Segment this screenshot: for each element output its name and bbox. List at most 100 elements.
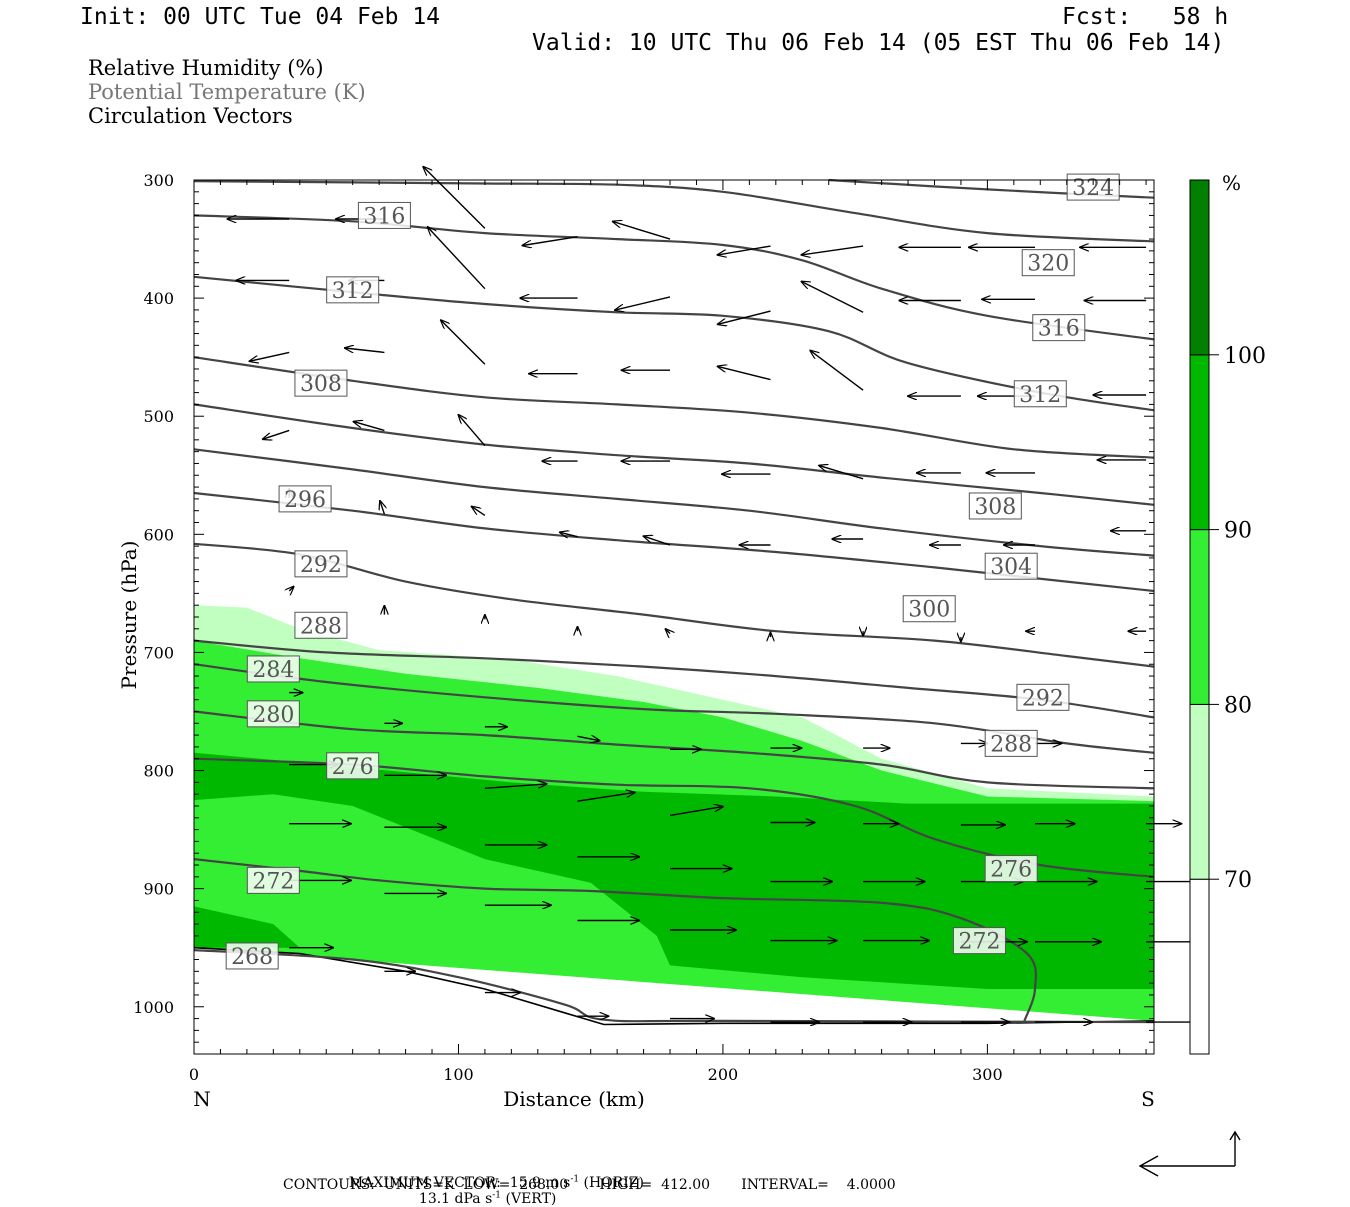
contour-label: 288 <box>300 614 342 639</box>
contour-label-box <box>357 201 411 229</box>
contour-label: 312 <box>332 279 374 304</box>
circulation-vector <box>441 320 486 365</box>
x-end-label-south: S <box>1141 1087 1155 1111</box>
max-vector-horiz: MAXIMUM VECTOR: 15.9 m s-1 (HORIZ) <box>348 1174 644 1191</box>
y-tick-label: 400 <box>143 289 174 308</box>
legend-theta: Potential Temperature (K) <box>88 80 366 104</box>
circulation-vector <box>423 167 486 229</box>
contour-label: 276 <box>990 858 1032 883</box>
contour-label: 284 <box>252 658 294 683</box>
colorbar-segment <box>1189 529 1210 705</box>
colorbar-segment <box>1189 878 1210 1055</box>
circulation-vector <box>380 501 384 515</box>
contour-label-box <box>1013 380 1067 408</box>
circulation-vector <box>459 415 486 447</box>
circulation-vector <box>577 736 600 740</box>
contour-label-box <box>902 595 956 623</box>
x-tick-label: 300 <box>972 1065 1003 1084</box>
theta-contour-308 <box>193 356 1155 459</box>
circulation-vector <box>560 532 578 536</box>
y-tick-label: 300 <box>143 171 174 190</box>
contour-label: 312 <box>1019 383 1061 408</box>
y-tick-label: 600 <box>143 525 174 544</box>
x-tick-label: 0 <box>189 1065 199 1084</box>
contour-label: 268 <box>231 945 273 970</box>
theta-contour-268 <box>193 949 1155 1024</box>
circulation-vector <box>428 227 486 290</box>
circulation-vector <box>615 296 671 310</box>
circulation-vector <box>644 536 671 546</box>
contour-label: 276 <box>332 755 374 780</box>
circulation-vector <box>718 310 771 324</box>
y-tick-label: 900 <box>143 880 174 899</box>
contour-label: 292 <box>1022 686 1064 711</box>
circulation-vector <box>289 587 293 591</box>
y-axis-label: Pressure (hPa) <box>117 541 141 690</box>
circulation-vector <box>669 807 723 817</box>
contour-label: 316 <box>363 204 405 229</box>
theta-contour-272 <box>193 858 1038 1022</box>
colorbar-segment <box>1189 179 1210 356</box>
circulation-vector <box>472 507 486 516</box>
contour-label: 280 <box>252 703 294 728</box>
circulation-vector <box>484 784 547 789</box>
rh-90-100-fill-low <box>194 906 300 948</box>
circulation-vector <box>802 282 864 313</box>
init-time: Init: 00 UTC Tue 04 Feb 14 <box>80 4 441 30</box>
contour-label-box <box>294 611 348 639</box>
colorbar-level-label: 90 <box>1224 519 1252 544</box>
circulation-vector <box>263 429 290 439</box>
circulation-vector <box>613 222 671 240</box>
max-vector-info: MAXIMUM VECTOR: 15.9 m s-1 (HORIZ) 13.1 … <box>340 1158 644 1207</box>
contour-label-box <box>1066 173 1120 201</box>
y-tick-label: 800 <box>143 762 174 781</box>
forecast-hour: Fcst: 58 h <box>1062 4 1229 30</box>
contour-label: 272 <box>958 930 1000 955</box>
contour-label-box <box>225 942 279 970</box>
circulation-vector <box>819 466 864 480</box>
contour-label-box <box>1021 249 1075 277</box>
contour-label-box <box>246 866 300 894</box>
colorbar-unit: % <box>1222 171 1241 195</box>
legend-rh: Relative Humidity (%) <box>88 56 324 80</box>
contour-label-box <box>246 655 300 683</box>
rh-90-100-fill <box>194 752 1154 989</box>
circulation-vector <box>345 348 385 354</box>
terrain-line <box>193 946 1155 1026</box>
legend-vectors: Circulation Vectors <box>88 104 293 128</box>
contour-label-box <box>294 550 348 578</box>
circulation-vector <box>810 351 864 391</box>
x-tick-label: 200 <box>708 1065 739 1084</box>
colorbar-level-label: 80 <box>1224 693 1252 718</box>
circulation-vector <box>577 792 635 802</box>
contour-label-box <box>952 927 1006 955</box>
circulation-vector <box>354 422 385 432</box>
colorbar-segment <box>1189 354 1210 531</box>
circulation-vector <box>802 245 864 255</box>
contour-label-box <box>278 485 332 513</box>
contour-label-box <box>1016 683 1070 711</box>
contour-label-box <box>326 752 380 780</box>
below-ground-mask <box>194 947 1154 1054</box>
contour-label-box <box>326 276 380 304</box>
theta-contour-320 <box>193 180 1155 243</box>
theta-contour-280 <box>193 710 1155 790</box>
y-tick-label: 500 <box>143 407 174 426</box>
theta-contour-304 <box>193 403 1155 506</box>
contour-info: CONTOURS: UNITS=K LOW= 268.00 HIGH= 412.… <box>283 1177 896 1193</box>
contour-label-box <box>984 729 1038 757</box>
contour-label-box <box>968 492 1022 520</box>
contour-label: 308 <box>974 495 1016 520</box>
x-axis-label: Distance (km) <box>503 1087 645 1111</box>
circulation-vector <box>666 629 670 633</box>
x-end-label-north: N <box>193 1087 211 1111</box>
contour-label-box <box>294 369 348 397</box>
colorbar-level-label: 70 <box>1224 868 1252 893</box>
x-tick-label: 100 <box>443 1065 474 1084</box>
contour-label-box <box>984 552 1038 580</box>
contour-label-box <box>984 855 1038 883</box>
max-vector-vert: 13.1 dPa s-1 (VERT) <box>418 1190 557 1207</box>
reference-vector <box>1138 1130 1241 1177</box>
contour-label: 316 <box>1038 317 1080 342</box>
